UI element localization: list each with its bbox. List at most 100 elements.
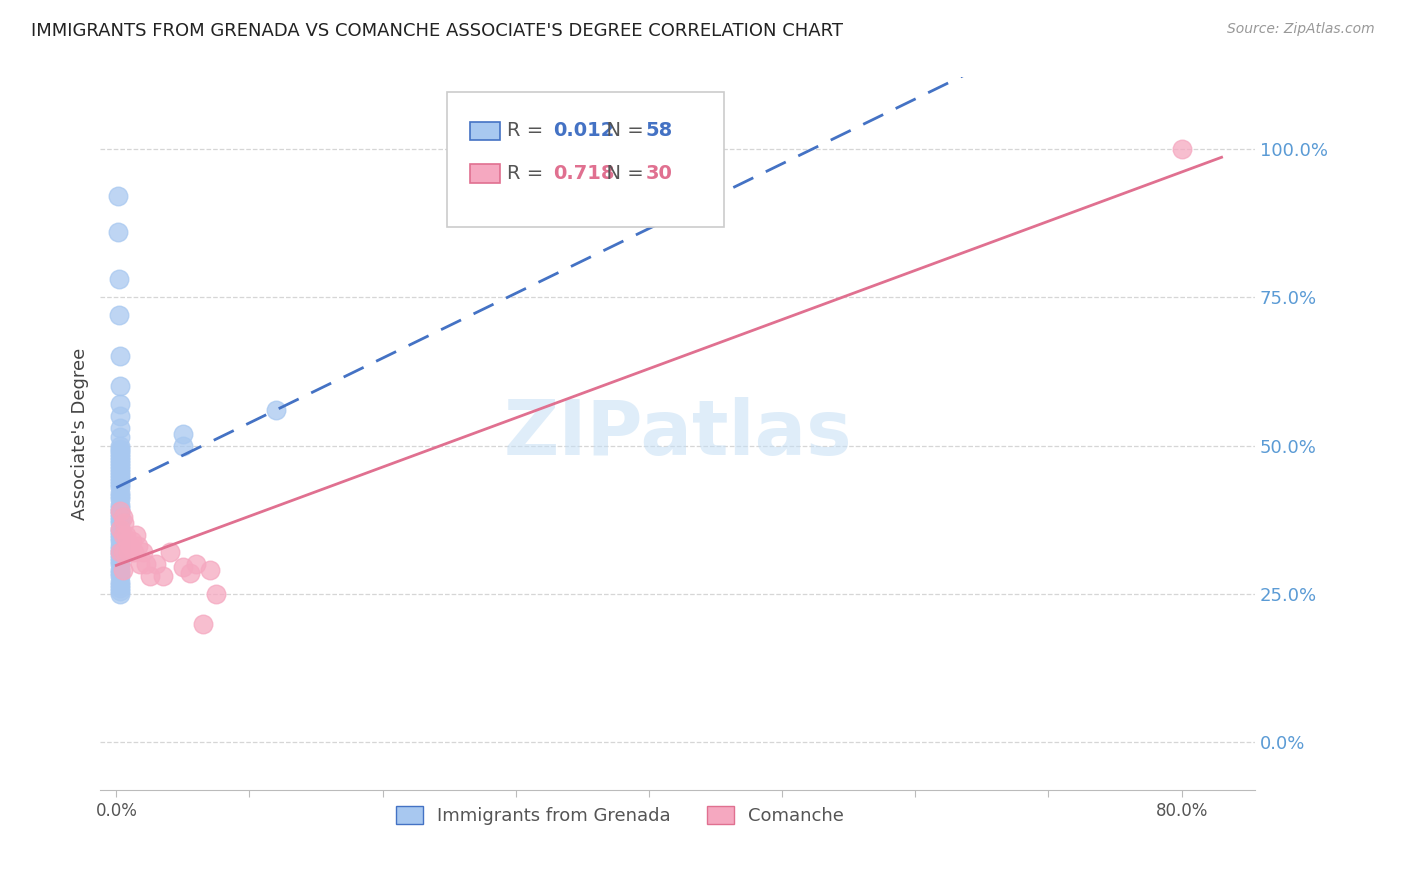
FancyBboxPatch shape bbox=[470, 164, 499, 183]
Point bbox=[110, 480, 132, 494]
Point bbox=[110, 447, 132, 461]
Point bbox=[135, 558, 157, 572]
Point bbox=[118, 540, 141, 554]
Point bbox=[110, 453, 132, 467]
FancyBboxPatch shape bbox=[470, 121, 499, 140]
Point bbox=[110, 465, 132, 479]
Point bbox=[110, 522, 132, 536]
Point bbox=[110, 474, 132, 488]
Point bbox=[110, 533, 132, 548]
Point bbox=[110, 500, 132, 515]
Point bbox=[110, 527, 132, 541]
Text: 0.718: 0.718 bbox=[553, 164, 614, 183]
Point bbox=[110, 524, 132, 539]
Point bbox=[110, 542, 132, 557]
Point bbox=[107, 225, 129, 239]
Point bbox=[110, 397, 132, 411]
Point bbox=[110, 575, 132, 590]
Point bbox=[110, 566, 132, 581]
Point bbox=[110, 578, 132, 592]
Point bbox=[152, 569, 174, 583]
Point bbox=[107, 189, 129, 203]
Point bbox=[110, 491, 132, 506]
Point bbox=[110, 504, 132, 518]
Point bbox=[111, 527, 134, 541]
Point bbox=[111, 509, 134, 524]
Text: R =: R = bbox=[506, 121, 550, 140]
Point bbox=[172, 560, 194, 574]
Point bbox=[111, 563, 134, 577]
Point bbox=[110, 545, 132, 559]
Point bbox=[110, 540, 132, 554]
Point bbox=[110, 545, 132, 559]
Point bbox=[111, 545, 134, 559]
Point bbox=[110, 489, 132, 503]
Point bbox=[110, 486, 132, 500]
Y-axis label: Associate's Degree: Associate's Degree bbox=[72, 348, 89, 520]
Point bbox=[127, 540, 149, 554]
Point bbox=[108, 272, 131, 286]
Point bbox=[122, 545, 145, 559]
Text: 0.012: 0.012 bbox=[553, 121, 614, 140]
Point bbox=[110, 513, 132, 527]
Text: IMMIGRANTS FROM GRENADA VS COMANCHE ASSOCIATE'S DEGREE CORRELATION CHART: IMMIGRANTS FROM GRENADA VS COMANCHE ASSO… bbox=[31, 22, 844, 40]
Point bbox=[108, 308, 131, 322]
Point bbox=[110, 516, 132, 530]
Point bbox=[205, 587, 228, 601]
Point bbox=[110, 477, 132, 491]
Point bbox=[110, 587, 132, 601]
Point bbox=[110, 456, 132, 470]
Point bbox=[159, 545, 181, 559]
Point bbox=[110, 558, 132, 572]
Point bbox=[110, 379, 132, 393]
Point bbox=[114, 527, 136, 541]
Text: N =: N = bbox=[595, 164, 651, 183]
Point bbox=[110, 554, 132, 568]
Point bbox=[264, 403, 287, 417]
Point bbox=[110, 563, 132, 577]
Point bbox=[110, 350, 132, 364]
Point bbox=[110, 584, 132, 599]
Point bbox=[110, 409, 132, 423]
Point bbox=[110, 507, 132, 521]
Point bbox=[121, 533, 143, 548]
Point bbox=[132, 545, 155, 559]
Legend: Immigrants from Grenada, Comanche: Immigrants from Grenada, Comanche bbox=[387, 797, 853, 834]
FancyBboxPatch shape bbox=[447, 92, 724, 227]
Text: 30: 30 bbox=[645, 164, 672, 183]
Point bbox=[191, 616, 214, 631]
Point bbox=[145, 558, 167, 572]
Point bbox=[110, 468, 132, 483]
Point bbox=[172, 426, 194, 441]
Point bbox=[117, 545, 139, 559]
Text: 58: 58 bbox=[645, 121, 672, 140]
Point bbox=[110, 462, 132, 476]
Point bbox=[110, 444, 132, 458]
Point bbox=[110, 450, 132, 465]
Point bbox=[110, 504, 132, 518]
Text: R =: R = bbox=[506, 164, 550, 183]
Point bbox=[110, 551, 132, 566]
Point bbox=[129, 558, 152, 572]
Point bbox=[110, 522, 132, 536]
Point bbox=[110, 549, 132, 563]
Point bbox=[112, 516, 135, 530]
Text: ZIPatlas: ZIPatlas bbox=[503, 397, 852, 471]
Point bbox=[138, 569, 160, 583]
Point bbox=[115, 533, 138, 548]
Point bbox=[110, 498, 132, 512]
Point bbox=[198, 563, 221, 577]
Point bbox=[110, 509, 132, 524]
Point bbox=[186, 558, 208, 572]
Point bbox=[172, 438, 194, 452]
Point bbox=[110, 438, 132, 452]
Text: N =: N = bbox=[595, 121, 651, 140]
Point bbox=[125, 527, 148, 541]
Point bbox=[1170, 142, 1192, 156]
Point bbox=[110, 471, 132, 485]
Point bbox=[179, 566, 201, 581]
Point bbox=[110, 421, 132, 435]
Point bbox=[110, 531, 132, 545]
Text: Source: ZipAtlas.com: Source: ZipAtlas.com bbox=[1227, 22, 1375, 37]
Point bbox=[110, 459, 132, 474]
